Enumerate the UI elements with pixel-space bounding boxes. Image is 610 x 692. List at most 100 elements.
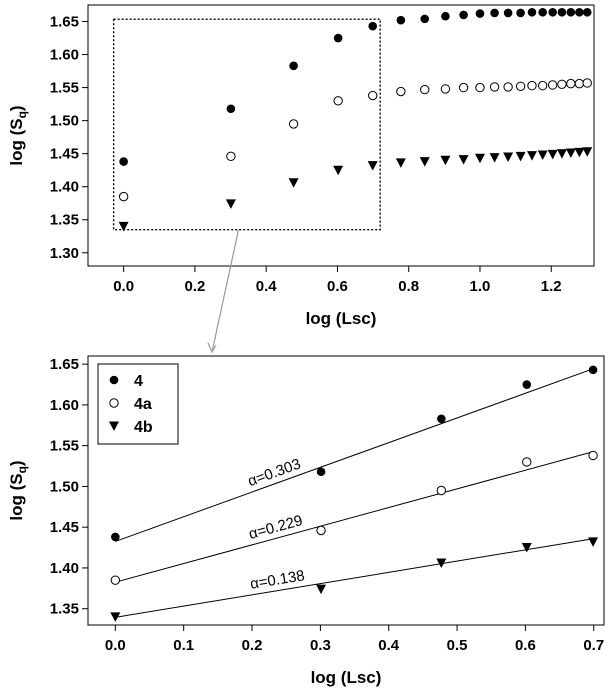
x-tick-label: 0.0 [105,637,126,654]
point-4a [522,457,532,467]
top-chart: 0.0 0.2 0.4 0.6 0.8 1.0 1.2 1.30 1.35 1.40 1.45 1.5… [7,4,595,328]
x-tick-label: 0.7 [583,637,604,654]
point-4b [110,612,121,622]
point-4 [226,104,236,114]
y-tick-label: 1.45 [50,519,79,536]
point-4b [118,221,129,232]
point-4 [588,365,598,375]
x-axis-label: log (Lsc) [311,668,382,687]
point-4 [368,21,378,31]
y-tick-label: 1.60 [50,47,79,64]
point-4 [459,10,468,20]
point-4 [437,414,446,424]
point-4a [420,84,430,95]
zoom-box [112,18,381,231]
point-4a [574,78,585,89]
point-4a [436,485,447,496]
point-4 [566,7,576,17]
point-4b [556,149,567,159]
point-4a [489,82,500,92]
point-4a [110,575,121,585]
point-4 [575,7,584,17]
point-4b [547,149,558,160]
point-4a [503,82,513,92]
point-4 [527,7,537,17]
legend-entry-4b: 4b [134,419,153,436]
y-tick-label: 1.35 [50,601,79,618]
point-4a [226,151,236,162]
point-4b [503,152,514,162]
legend-marker-4b [109,421,119,431]
point-4a [333,96,343,106]
y-tick-label: 1.40 [50,560,79,577]
y-tick-label: 1.35 [50,212,79,229]
point-4 [557,7,567,17]
legend-entry-4a: 4a [134,396,152,413]
bottom-chart: 0.0 0.1 0.2 0.3 0.4 0.5 0.6 0.7 1.35 1.40 1.45 1.50… [7,355,605,687]
point-4b [474,153,485,164]
y-tick-label: 1.40 [50,179,79,196]
point-4 [441,11,450,21]
point-4b [316,584,327,595]
point-4a [118,191,129,202]
point-4b [582,147,593,157]
point-4 [289,61,298,71]
x-tick-label: 0.2 [184,278,205,295]
y-tick-label: 1.60 [50,397,79,414]
point-4b [565,148,576,159]
legend-marker-4 [109,375,119,385]
connector-arrowhead [207,342,217,354]
zoom-connector [207,229,240,354]
slope-annotation-4: α=0.303 [246,455,303,490]
point-4a [527,80,537,91]
point-4 [538,7,547,17]
y-tick-label: 1.55 [50,438,79,455]
x-tick-label: 0.6 [327,278,348,295]
point-4a [458,82,469,93]
point-4a [547,80,558,90]
point-4 [516,8,525,18]
legend-entry-4: 4 [134,373,143,390]
y-tick-label: 1.30 [50,245,79,262]
x-tick-label: 0.0 [113,278,134,295]
point-4b [440,155,451,166]
point-4 [119,157,128,166]
point-4a [537,80,548,91]
point-4 [396,15,406,25]
point-4 [582,7,592,17]
point-4 [333,33,343,43]
point-4 [316,467,326,477]
point-4b [436,558,447,569]
plot-frame [87,4,595,267]
x-tick-label: 0.2 [242,637,263,654]
x-tick-label: 0.8 [398,278,419,295]
point-4 [490,8,499,18]
point-4a [288,119,299,129]
x-tick-label: 0.6 [515,637,536,654]
y-tick-label: 1.55 [50,80,79,97]
point-4a [557,79,567,89]
x-axis-label: log (Lsc) [306,309,377,328]
point-4a [588,450,598,461]
point-4 [548,7,557,17]
point-4a [440,84,451,94]
x-tick-label: 0.4 [256,278,278,295]
point-4b [225,199,236,209]
point-4 [503,8,513,18]
y-tick-label: 1.50 [50,113,79,130]
point-4b [537,150,548,160]
fit-line-4b [115,538,594,618]
point-4 [522,380,532,389]
x-tick-label: 0.5 [447,637,468,654]
point-4a [368,90,378,101]
point-4a [316,525,326,536]
x-tick-label: 0.1 [173,637,194,654]
y-tick-label: 1.45 [50,146,79,163]
point-4 [111,532,120,542]
x-tick-label: 1.0 [470,278,491,295]
slope-annotation-4b: α=0.138 [249,567,306,593]
plot-frame [87,355,605,626]
fit-line-4 [115,368,594,542]
y-tick-label: 1.50 [50,478,79,495]
